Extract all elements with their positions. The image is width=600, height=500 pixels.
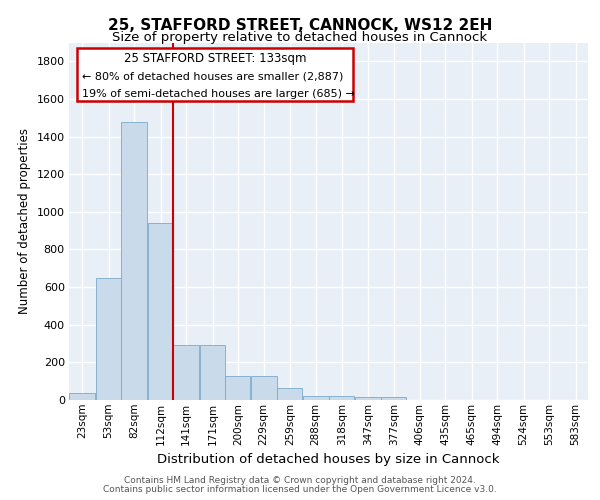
Text: ← 80% of detached houses are smaller (2,887): ← 80% of detached houses are smaller (2,… [82, 72, 343, 82]
Bar [277, 388, 302, 400]
Y-axis label: Number of detached properties: Number of detached properties [18, 128, 31, 314]
Bar [148, 223, 173, 400]
Bar [121, 122, 147, 400]
Text: 19% of semi-detached houses are larger (685) →: 19% of semi-detached houses are larger (… [82, 90, 355, 100]
Bar [329, 396, 354, 400]
Bar [96, 278, 121, 400]
FancyBboxPatch shape [77, 48, 353, 101]
Text: Size of property relative to detached houses in Cannock: Size of property relative to detached ho… [112, 31, 488, 44]
Bar [173, 346, 199, 400]
Bar [70, 394, 95, 400]
Bar [381, 397, 406, 400]
Text: 25 STAFFORD STREET: 133sqm: 25 STAFFORD STREET: 133sqm [124, 52, 306, 64]
Text: Contains public sector information licensed under the Open Government Licence v3: Contains public sector information licen… [103, 484, 497, 494]
Text: Contains HM Land Registry data © Crown copyright and database right 2024.: Contains HM Land Registry data © Crown c… [124, 476, 476, 485]
Bar [200, 346, 224, 400]
Bar [303, 396, 329, 400]
X-axis label: Distribution of detached houses by size in Cannock: Distribution of detached houses by size … [157, 453, 500, 466]
Bar [355, 397, 380, 400]
Bar [251, 376, 277, 400]
Bar [226, 376, 250, 400]
Text: 25, STAFFORD STREET, CANNOCK, WS12 2EH: 25, STAFFORD STREET, CANNOCK, WS12 2EH [108, 18, 492, 32]
